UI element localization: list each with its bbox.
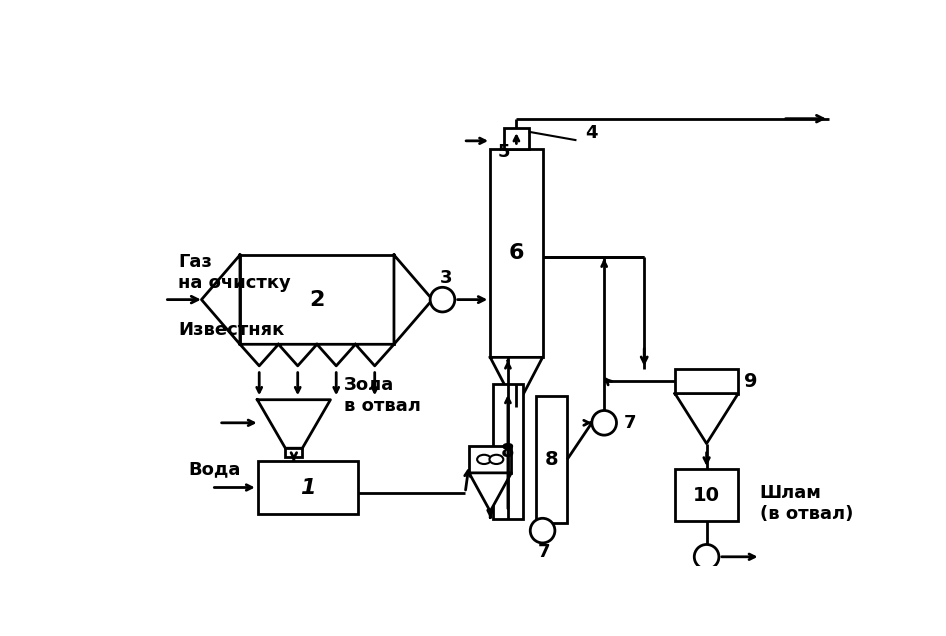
Text: Газ
на очистку: Газ на очистку — [179, 253, 291, 292]
Bar — [536, 396, 568, 523]
Polygon shape — [201, 255, 240, 344]
Bar — [504, 128, 529, 149]
Text: Вода: Вода — [188, 460, 240, 478]
Polygon shape — [240, 344, 278, 366]
Polygon shape — [469, 473, 512, 511]
Text: 7: 7 — [538, 543, 551, 561]
Text: 4: 4 — [585, 123, 598, 142]
Text: Зола
в отвал: Зола в отвал — [344, 377, 421, 415]
Text: 7: 7 — [623, 414, 636, 432]
Polygon shape — [317, 344, 356, 366]
Text: 5: 5 — [498, 142, 511, 161]
Polygon shape — [394, 255, 432, 344]
Ellipse shape — [489, 455, 503, 464]
Text: Известняк: Известняк — [179, 321, 285, 340]
Ellipse shape — [477, 455, 491, 464]
Text: 10: 10 — [693, 486, 720, 505]
Text: 1: 1 — [300, 478, 315, 497]
Text: 9: 9 — [745, 371, 758, 391]
Bar — [493, 384, 523, 519]
Circle shape — [694, 544, 719, 569]
Circle shape — [430, 287, 455, 312]
Text: 6: 6 — [509, 244, 524, 263]
Polygon shape — [356, 344, 394, 366]
Bar — [257, 461, 358, 514]
Polygon shape — [675, 394, 738, 444]
Polygon shape — [278, 344, 317, 366]
Bar — [675, 369, 738, 394]
Bar — [490, 149, 543, 357]
Circle shape — [531, 518, 555, 543]
Bar — [469, 446, 512, 473]
Bar — [286, 448, 303, 457]
Polygon shape — [490, 357, 543, 408]
Bar — [240, 255, 394, 344]
Text: 2: 2 — [309, 289, 324, 310]
Text: 8: 8 — [545, 450, 559, 469]
Polygon shape — [257, 399, 330, 448]
Circle shape — [592, 410, 617, 435]
Text: Шлам
(в отвал): Шлам (в отвал) — [760, 484, 853, 523]
Text: 3: 3 — [439, 269, 452, 287]
Bar — [675, 469, 738, 522]
Text: 8: 8 — [501, 442, 515, 461]
